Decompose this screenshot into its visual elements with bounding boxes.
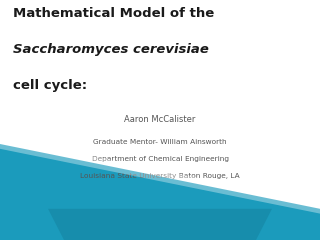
Polygon shape bbox=[0, 137, 320, 214]
Text: cell cycle:: cell cycle: bbox=[13, 79, 87, 92]
Text: Louisiana State University Baton Rouge, LA: Louisiana State University Baton Rouge, … bbox=[80, 173, 240, 179]
Text: Mathematical Model of the: Mathematical Model of the bbox=[13, 7, 214, 20]
Polygon shape bbox=[0, 209, 320, 240]
Text: Aaron McCalister: Aaron McCalister bbox=[124, 115, 196, 124]
Text: Saccharomyces cerevisiae: Saccharomyces cerevisiae bbox=[13, 43, 209, 56]
Text: Department of Chemical Engineering: Department of Chemical Engineering bbox=[92, 156, 228, 162]
Text: Graduate Mentor- William Ainsworth: Graduate Mentor- William Ainsworth bbox=[93, 139, 227, 145]
Polygon shape bbox=[48, 209, 272, 240]
Polygon shape bbox=[0, 144, 320, 240]
